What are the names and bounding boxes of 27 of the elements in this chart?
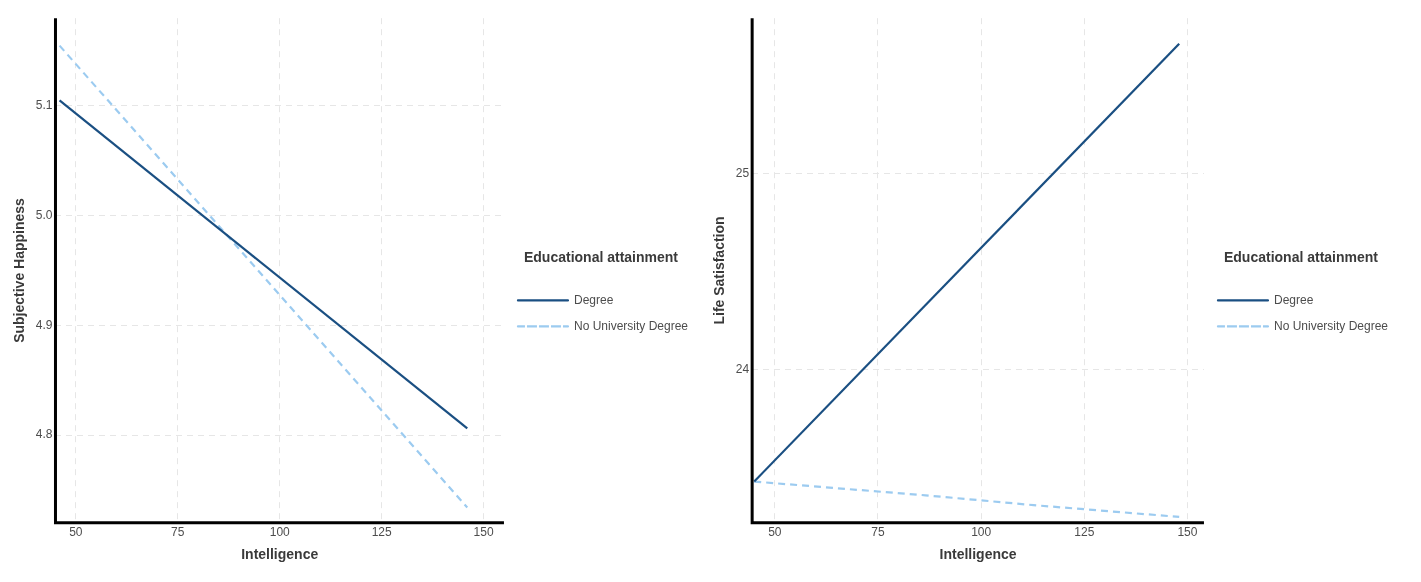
legend-label: No University Degree bbox=[573, 318, 689, 333]
y-axis-title: Life Satisfaction bbox=[711, 216, 728, 325]
line-series bbox=[753, 480, 1181, 519]
y-axis-title: Subjective Happiness bbox=[11, 197, 28, 343]
legend-label: Degree bbox=[573, 292, 614, 307]
y-tick-label: 24 bbox=[735, 361, 750, 376]
x-tick-label: 125 bbox=[371, 525, 392, 540]
legend-label: Degree bbox=[1273, 292, 1314, 307]
y-tick-label: 25 bbox=[735, 165, 750, 180]
y-tick-label: 5.1 bbox=[35, 98, 53, 113]
legend-label: No University Degree bbox=[1273, 318, 1389, 333]
x-tick-label: 50 bbox=[69, 525, 83, 540]
x-tick-label: 75 bbox=[171, 525, 185, 540]
x-tick-label: 150 bbox=[1177, 525, 1198, 540]
legend-title: Educational attainment bbox=[523, 249, 679, 266]
x-tick-label: 75 bbox=[871, 525, 885, 540]
y-tick-label: 4.9 bbox=[35, 317, 53, 332]
y-tick-label: 5.0 bbox=[35, 207, 53, 222]
x-tick-label: 150 bbox=[473, 525, 494, 540]
x-tick-label: 50 bbox=[768, 525, 782, 540]
x-tick-label: 125 bbox=[1074, 525, 1095, 540]
legend-title: Educational attainment bbox=[1223, 249, 1379, 266]
x-tick-label: 100 bbox=[971, 525, 992, 540]
x-axis-title: Intelligence bbox=[939, 546, 1017, 563]
y-tick-label: 4.8 bbox=[35, 427, 53, 442]
x-tick-label: 100 bbox=[269, 525, 291, 540]
x-axis-title: Intelligence bbox=[241, 546, 319, 563]
